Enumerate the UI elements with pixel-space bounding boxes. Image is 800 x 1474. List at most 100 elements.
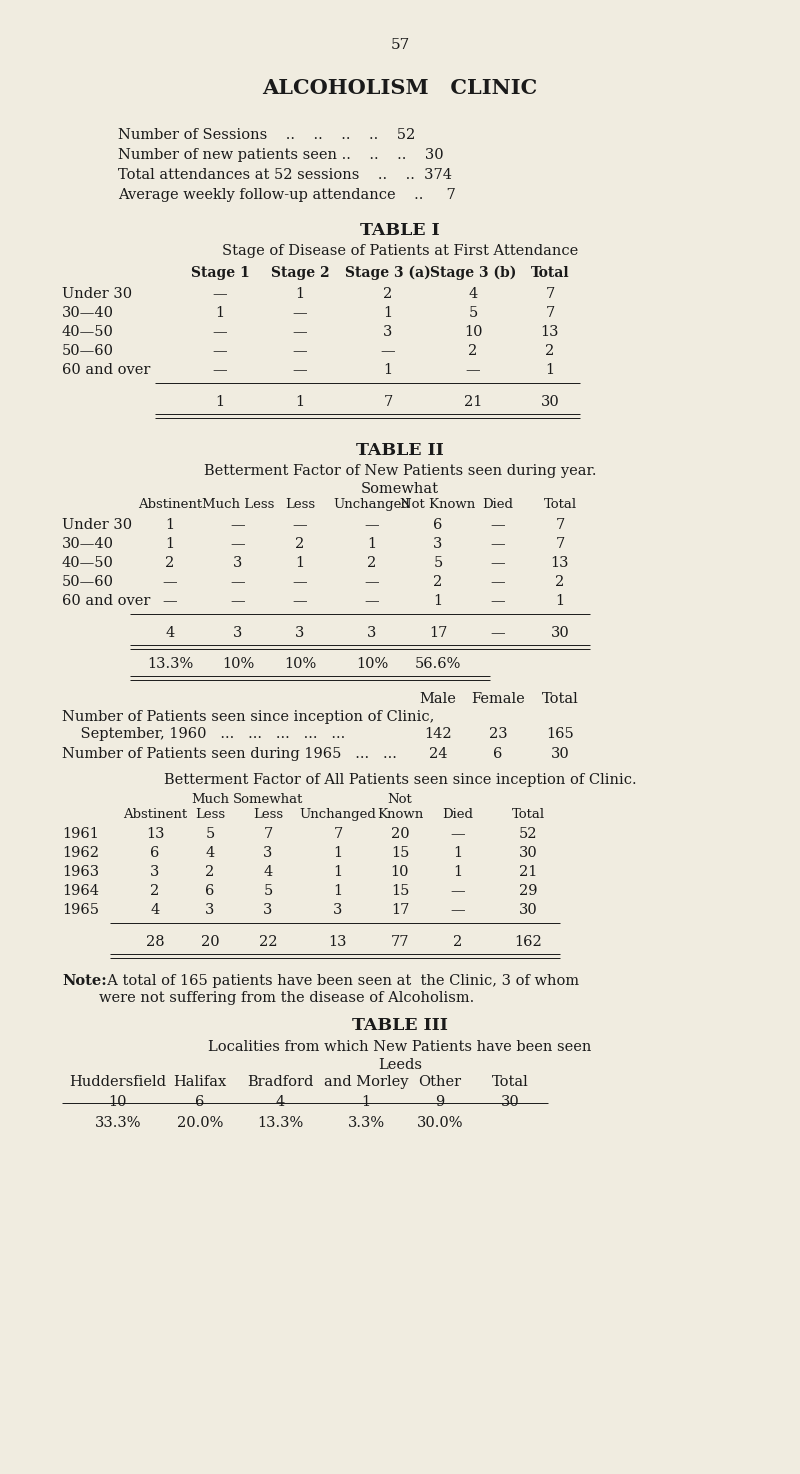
Text: 28: 28 bbox=[146, 935, 164, 949]
Text: 1962: 1962 bbox=[62, 846, 99, 859]
Text: 10%: 10% bbox=[284, 657, 316, 671]
Text: 52: 52 bbox=[518, 827, 538, 842]
Text: 1: 1 bbox=[334, 884, 342, 898]
Text: 1964: 1964 bbox=[62, 884, 99, 898]
Text: Much Less: Much Less bbox=[202, 498, 274, 511]
Text: 30: 30 bbox=[518, 846, 538, 859]
Text: —: — bbox=[381, 343, 395, 358]
Text: Unchanged: Unchanged bbox=[334, 498, 410, 511]
Text: 1: 1 bbox=[334, 865, 342, 879]
Text: 1: 1 bbox=[454, 846, 462, 859]
Text: 1961: 1961 bbox=[62, 827, 99, 842]
Text: 1: 1 bbox=[215, 307, 225, 320]
Text: 60 and over: 60 and over bbox=[62, 363, 150, 377]
Text: 7: 7 bbox=[263, 827, 273, 842]
Text: —: — bbox=[293, 363, 307, 377]
Text: 77: 77 bbox=[390, 935, 410, 949]
Text: 4: 4 bbox=[166, 626, 174, 640]
Text: 1: 1 bbox=[362, 1095, 370, 1108]
Text: 13: 13 bbox=[329, 935, 347, 949]
Text: 1: 1 bbox=[334, 846, 342, 859]
Text: 5: 5 bbox=[263, 884, 273, 898]
Text: Total: Total bbox=[511, 808, 545, 821]
Text: 10: 10 bbox=[390, 865, 410, 879]
Text: TABLE I: TABLE I bbox=[360, 223, 440, 239]
Text: —: — bbox=[162, 575, 178, 590]
Text: 3: 3 bbox=[234, 556, 242, 570]
Text: —: — bbox=[365, 575, 379, 590]
Text: —: — bbox=[490, 575, 506, 590]
Text: —: — bbox=[490, 556, 506, 570]
Text: Stage 2: Stage 2 bbox=[270, 265, 330, 280]
Text: —: — bbox=[365, 517, 379, 532]
Text: —: — bbox=[293, 307, 307, 320]
Text: 1: 1 bbox=[383, 363, 393, 377]
Text: TABLE III: TABLE III bbox=[352, 1017, 448, 1033]
Text: 15: 15 bbox=[391, 846, 409, 859]
Text: Total: Total bbox=[542, 691, 578, 706]
Text: Died: Died bbox=[482, 498, 514, 511]
Text: Stage 3 (b): Stage 3 (b) bbox=[430, 265, 516, 280]
Text: Much: Much bbox=[191, 793, 229, 806]
Text: 50—60: 50—60 bbox=[62, 343, 114, 358]
Text: 1: 1 bbox=[166, 517, 174, 532]
Text: 6: 6 bbox=[206, 884, 214, 898]
Text: 30—40: 30—40 bbox=[62, 307, 114, 320]
Text: —: — bbox=[293, 575, 307, 590]
Text: 13: 13 bbox=[541, 324, 559, 339]
Text: —: — bbox=[293, 517, 307, 532]
Text: 21: 21 bbox=[519, 865, 537, 879]
Text: 30: 30 bbox=[541, 395, 559, 408]
Text: —: — bbox=[365, 594, 379, 607]
Text: 22: 22 bbox=[258, 935, 278, 949]
Text: 50—60: 50—60 bbox=[62, 575, 114, 590]
Text: 30: 30 bbox=[518, 904, 538, 917]
Text: 2: 2 bbox=[166, 556, 174, 570]
Text: Leeds: Leeds bbox=[378, 1058, 422, 1072]
Text: 3: 3 bbox=[206, 904, 214, 917]
Text: 29: 29 bbox=[518, 884, 538, 898]
Text: 23: 23 bbox=[489, 727, 507, 741]
Text: Abstinent: Abstinent bbox=[138, 498, 202, 511]
Text: —: — bbox=[230, 575, 246, 590]
Text: Bradford: Bradford bbox=[247, 1075, 313, 1089]
Text: 3: 3 bbox=[434, 537, 442, 551]
Text: 10: 10 bbox=[464, 324, 482, 339]
Text: Somewhat: Somewhat bbox=[233, 793, 303, 806]
Text: —: — bbox=[213, 287, 227, 301]
Text: 13.3%: 13.3% bbox=[147, 657, 193, 671]
Text: Localities from which New Patients have been seen: Localities from which New Patients have … bbox=[208, 1041, 592, 1054]
Text: 2: 2 bbox=[454, 935, 462, 949]
Text: 1: 1 bbox=[367, 537, 377, 551]
Text: Betterment Factor of All Patients seen since inception of Clinic.: Betterment Factor of All Patients seen s… bbox=[164, 772, 636, 787]
Text: —: — bbox=[490, 517, 506, 532]
Text: 7: 7 bbox=[383, 395, 393, 408]
Text: 20: 20 bbox=[390, 827, 410, 842]
Text: 3.3%: 3.3% bbox=[347, 1116, 385, 1131]
Text: —: — bbox=[213, 363, 227, 377]
Text: Known: Known bbox=[377, 808, 423, 821]
Text: 4: 4 bbox=[150, 904, 160, 917]
Text: 10%: 10% bbox=[222, 657, 254, 671]
Text: ALCOHOLISM   CLINIC: ALCOHOLISM CLINIC bbox=[262, 78, 538, 97]
Text: Less: Less bbox=[285, 498, 315, 511]
Text: 5: 5 bbox=[434, 556, 442, 570]
Text: 33.3%: 33.3% bbox=[94, 1116, 142, 1131]
Text: —: — bbox=[293, 343, 307, 358]
Text: 2: 2 bbox=[546, 343, 554, 358]
Text: Less: Less bbox=[253, 808, 283, 821]
Text: 3: 3 bbox=[263, 846, 273, 859]
Text: Stage 1: Stage 1 bbox=[190, 265, 250, 280]
Text: Somewhat: Somewhat bbox=[361, 482, 439, 495]
Text: 56.6%: 56.6% bbox=[415, 657, 461, 671]
Text: 1: 1 bbox=[166, 537, 174, 551]
Text: 13: 13 bbox=[146, 827, 164, 842]
Text: 1: 1 bbox=[215, 395, 225, 408]
Text: 17: 17 bbox=[429, 626, 447, 640]
Text: 6: 6 bbox=[494, 747, 502, 761]
Text: —: — bbox=[230, 537, 246, 551]
Text: 1965: 1965 bbox=[62, 904, 99, 917]
Text: 20.0%: 20.0% bbox=[177, 1116, 223, 1131]
Text: 21: 21 bbox=[464, 395, 482, 408]
Text: 6: 6 bbox=[195, 1095, 205, 1108]
